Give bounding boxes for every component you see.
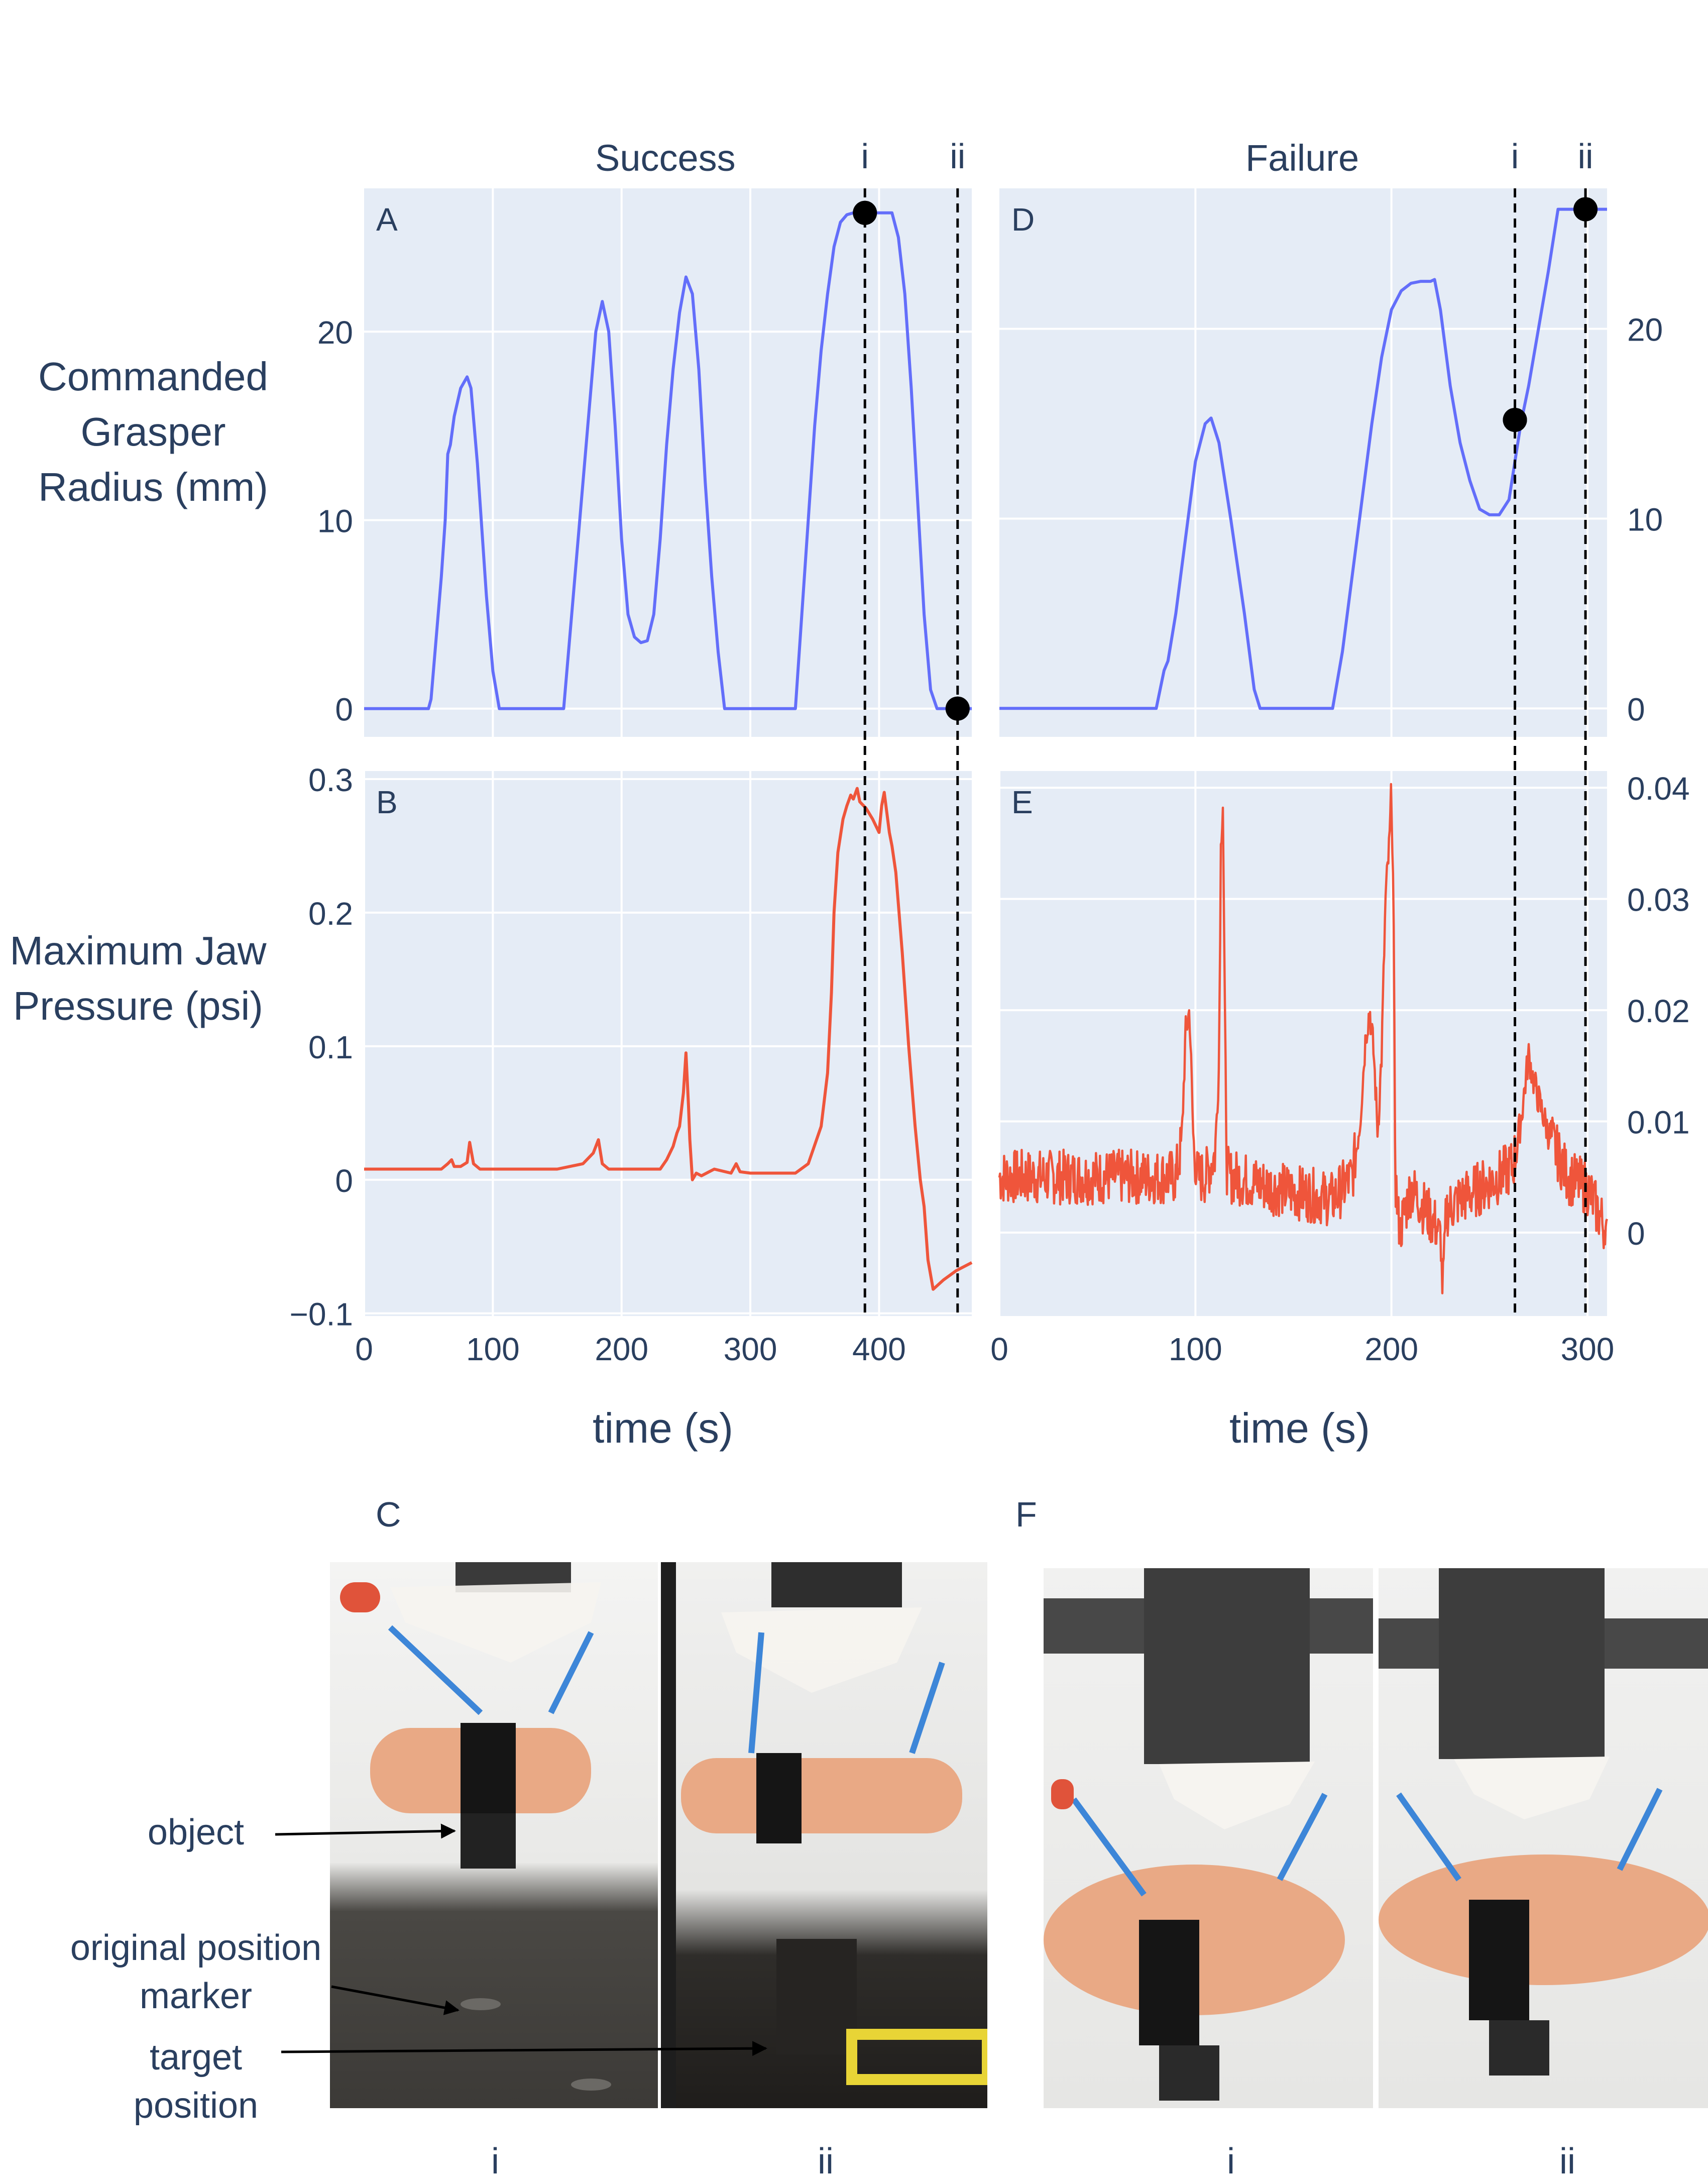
plot-background-d [999, 188, 1607, 737]
series-line-b [364, 787, 973, 1291]
xtick-label-b-2: 200 [595, 1331, 648, 1367]
xtick-label-b-4: 400 [852, 1331, 906, 1367]
photo-failure-ii [1379, 1568, 1708, 2108]
ytick-label-a-1: 10 [317, 503, 353, 539]
photo-caption-c-i: i [491, 2141, 499, 2181]
photo-success-ii-drawing [661, 1562, 987, 2108]
xtick-label-e-2: 200 [1364, 1331, 1418, 1367]
photo-failure-i-drawing [1044, 1568, 1373, 2101]
xlabel-left: time (s) [593, 1404, 733, 1452]
panel-letter-e: E [1011, 784, 1033, 820]
marker-overlay-a-1 [945, 696, 970, 721]
photo-caption-c-ii: ii [818, 2141, 834, 2181]
annotation-original-position-line-2: marker [139, 1976, 252, 2016]
ylabel-bottom-line-2: Pressure (psi) [13, 984, 263, 1028]
plot-background-e [999, 771, 1607, 1316]
panel-letter-f: F [1015, 1495, 1037, 1534]
xtick-label-b-0: 0 [355, 1331, 373, 1367]
ylabel-top-line-3: Radius (mm) [38, 465, 268, 509]
xlabel-right: time (s) [1229, 1404, 1370, 1452]
ytick-label-e-1: 0.01 [1627, 1105, 1690, 1141]
xtick-label-e-0: 0 [990, 1331, 1008, 1367]
panel-letter-c: C [376, 1495, 401, 1534]
xtick-label-e-3: 300 [1561, 1331, 1615, 1367]
annotation-target-position-line-2: position [133, 2086, 259, 2126]
annotation-target-position: target position [90, 2033, 301, 2130]
series-line-a [364, 211, 972, 710]
vline-overlay: i ii i ii [853, 137, 1598, 1316]
panel-d-commanded-radius-failure: 0 10 20 D [999, 188, 1663, 737]
ytick-label-d-2: 20 [1627, 312, 1663, 348]
ytick-label-b-0: −0.1 [290, 1296, 353, 1333]
ylabel-top-line-1: Commanded [38, 354, 268, 399]
marker-overlay-d-1 [1573, 197, 1598, 222]
annotation-target-position-line-1: target [149, 2037, 243, 2078]
annotation-original-position-marker: original position marker [45, 1924, 347, 2020]
photo-failure-ii-drawing [1379, 1568, 1708, 2076]
series-line-d [999, 207, 1607, 710]
ytick-label-e-4: 0.04 [1627, 771, 1690, 807]
ytick-label-e-0: 0 [1627, 1216, 1645, 1252]
vline-label-a-ii: ii [950, 137, 965, 176]
ylabel-bottom-line-1: Maximum Jaw [10, 928, 267, 973]
ylabel-top-line-2: Grasper [80, 409, 226, 454]
left-title: Success [595, 137, 736, 179]
xtick-label-e-1: 100 [1169, 1331, 1222, 1367]
photo-caption-f-i: i [1227, 2141, 1235, 2181]
photo-caption-f-ii: ii [1559, 2141, 1575, 2181]
photo-success-ii [661, 1562, 987, 2108]
ytick-label-e-2: 0.02 [1627, 993, 1690, 1029]
series-line-e [998, 783, 1609, 1294]
panel-letter-d: D [1011, 201, 1035, 238]
ytick-label-e-3: 0.03 [1627, 882, 1690, 918]
plot-background-b [364, 771, 972, 1316]
panel-a-commanded-radius-success: 0 10 20 A [317, 188, 972, 737]
annotation-object: object [147, 1812, 245, 1852]
xtick-label-b-3: 300 [724, 1331, 777, 1367]
photo-success-i-drawing [340, 1562, 611, 2091]
vline-label-d-i: i [1511, 137, 1519, 176]
ytick-label-a-0: 0 [335, 692, 353, 728]
vline-label-a-i: i [861, 137, 869, 176]
plot-background-a [364, 188, 972, 737]
ylabel-top: Commanded Grasper Radius (mm) [15, 349, 291, 515]
ytick-label-b-3: 0.2 [308, 896, 353, 932]
ytick-label-a-2: 20 [317, 314, 353, 351]
ytick-label-b-4: 0.3 [308, 762, 353, 798]
right-title: Failure [1245, 137, 1359, 179]
ytick-label-b-2: 0.1 [308, 1029, 353, 1065]
panel-e-jaw-pressure-failure: 0 0.01 0.02 0.03 0.04 0 100 200 300 E [990, 771, 1689, 1367]
photo-success-i [330, 1562, 658, 2108]
ylabel-bottom: Maximum Jaw Pressure (psi) [0, 923, 286, 1034]
panel-letter-a: A [376, 201, 398, 238]
ytick-label-d-1: 10 [1627, 501, 1663, 537]
ytick-label-d-0: 0 [1627, 691, 1645, 727]
marker-overlay-d-0 [1503, 407, 1527, 432]
ytick-label-b-1: 0 [335, 1163, 353, 1199]
marker-overlay-a-0 [853, 200, 877, 225]
photo-failure-i [1044, 1568, 1373, 2108]
vline-label-d-ii: ii [1578, 137, 1593, 176]
panel-letter-b: B [376, 784, 398, 820]
annotation-original-position-line-1: original position [70, 1928, 322, 1968]
xtick-label-b-1: 100 [466, 1331, 520, 1367]
